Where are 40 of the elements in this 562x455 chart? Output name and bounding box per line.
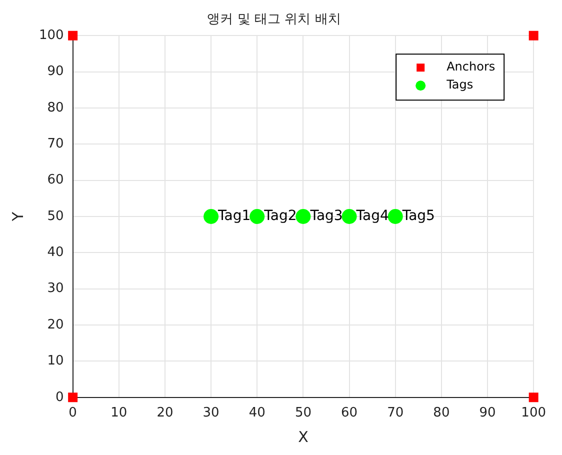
y-tick-label: 100: [38, 28, 64, 43]
annotation: Tag1: [217, 208, 251, 224]
annotation: Tag4: [355, 208, 389, 224]
x-tick-label: 90: [479, 406, 496, 421]
annotation: Tag2: [263, 208, 297, 224]
x-tick-label: 20: [156, 406, 174, 421]
point: [296, 209, 311, 224]
point: [204, 209, 219, 224]
y-tick-label: 0: [56, 390, 64, 405]
point: [528, 30, 538, 40]
point: [250, 209, 265, 224]
y-tick-label: 80: [47, 100, 64, 116]
y-axis-title: Y: [8, 211, 27, 222]
x-tick-label: 60: [341, 406, 358, 421]
x-tick-label: 70: [387, 406, 404, 421]
x-tick-label: 50: [294, 406, 312, 421]
x-tick-label: 40: [248, 406, 266, 421]
y-tick-label: 40: [47, 245, 64, 260]
x-tick-label: 30: [202, 406, 220, 421]
legend-label: Anchors: [446, 60, 496, 74]
y-tick-label: 20: [47, 317, 64, 332]
point: [528, 392, 538, 402]
point: [342, 209, 357, 224]
legend-label: Tags: [446, 78, 474, 92]
y-tick-label: 90: [47, 64, 64, 80]
point: [68, 30, 78, 40]
x-axis-title: X: [298, 428, 308, 446]
x-tick-label: 10: [110, 406, 128, 421]
point: [68, 392, 78, 402]
y-tick-label: 30: [47, 281, 64, 296]
x-tick-label: 100: [521, 406, 546, 421]
chart-title: 앵커 및 태그 위치 배치: [207, 12, 341, 28]
y-tick-label: 70: [47, 136, 64, 152]
y-tick-label: 60: [47, 172, 64, 188]
x-tick-label: 80: [433, 406, 450, 421]
annotation: Tag5: [401, 208, 435, 224]
annotation: Tag3: [309, 208, 343, 224]
x-tick-label: 0: [68, 406, 77, 421]
y-tick-label: 10: [47, 354, 64, 369]
y-tick-label: 50: [47, 208, 64, 224]
